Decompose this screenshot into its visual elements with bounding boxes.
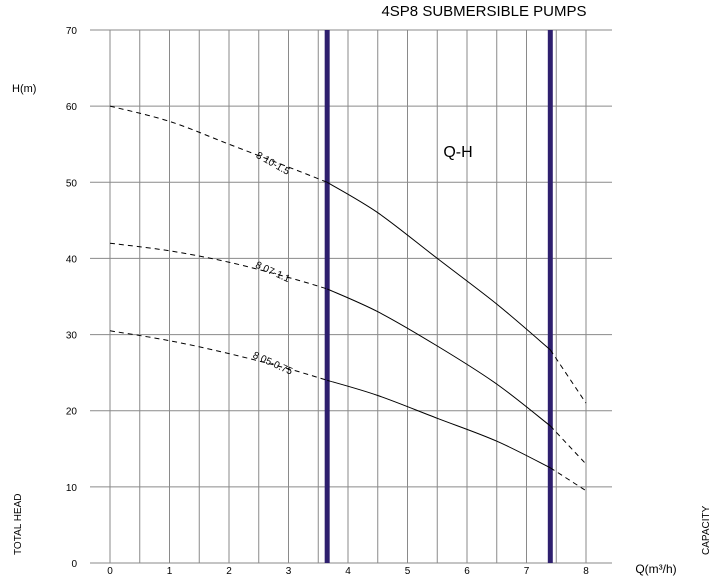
curve-dashed-left: [109, 330, 328, 381]
x-tick-label: 8: [583, 566, 589, 577]
curve-label: 8 10-1.5: [254, 150, 292, 178]
curve-label: 8 05-0.75: [251, 350, 294, 378]
curve-dashed-left: [109, 242, 328, 290]
curve-dashed-right: [549, 349, 587, 404]
curve-dashed-left: [109, 105, 328, 183]
y-tick-label: 40: [66, 254, 78, 265]
chart-title: 4SP8 SUBMERSIBLE PUMPS: [381, 3, 586, 20]
y-axis-label: H(m): [12, 83, 36, 95]
curve-solid: [326, 288, 551, 427]
qh-annotation: Q-H: [443, 144, 472, 161]
y-tick-label: 50: [66, 178, 78, 189]
x-tick-label: 5: [405, 566, 411, 577]
x-tick-label: 1: [167, 566, 173, 577]
y-axis-side-label: TOTAL HEAD: [13, 494, 24, 556]
x-axis-side-label: CAPACITY: [701, 505, 712, 555]
x-tick-label: 2: [226, 566, 232, 577]
y-tick-label: 60: [66, 102, 78, 113]
x-axis-label: Q(m³/h): [635, 562, 676, 576]
x-tick-label: 7: [524, 566, 530, 577]
y-tick-label: 70: [66, 26, 78, 37]
x-tick-label: 3: [286, 566, 292, 577]
grid: [90, 29, 612, 564]
curve-dashed-right: [549, 425, 587, 465]
y-tick-label: 30: [66, 331, 78, 342]
y-tick-label: 10: [66, 483, 78, 494]
x-tick-label: 4: [345, 566, 351, 577]
tick-labels: 0 10 20 30 40 50 60 70 0 1 2 3 4 5 6 7 8: [66, 26, 589, 577]
curve-solid: [326, 181, 551, 351]
operating-range: [324, 30, 553, 563]
x-tick-label: 6: [464, 566, 470, 577]
curve-solid: [327, 379, 551, 469]
x-tick-label: 0: [107, 566, 113, 577]
y-tick-label: 0: [71, 559, 77, 570]
y-tick-label: 20: [66, 407, 78, 418]
curve-dashed-right: [550, 467, 587, 492]
